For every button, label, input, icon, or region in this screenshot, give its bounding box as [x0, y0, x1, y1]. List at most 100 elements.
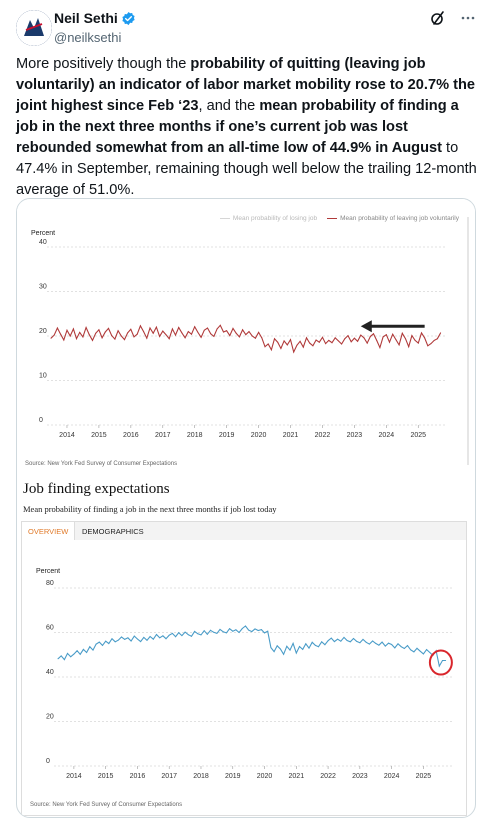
- data-point: [436, 338, 438, 340]
- chart-legend: Mean probability of losing job Mean prob…: [219, 215, 459, 222]
- data-point: [219, 628, 221, 630]
- data-point: [162, 635, 164, 637]
- data-point: [267, 343, 269, 345]
- annotation-circle: [428, 649, 453, 676]
- data-point: [162, 330, 164, 332]
- author-handle[interactable]: @neilksethi: [54, 30, 122, 45]
- data-point: [353, 337, 355, 339]
- data-point: [136, 638, 138, 640]
- legend-item-leaving[interactable]: Mean probability of leaving job voluntar…: [327, 215, 459, 222]
- tab-demographics[interactable]: DEMOGRAPHICS: [82, 527, 144, 536]
- data-point: [89, 646, 91, 648]
- data-point: [277, 341, 279, 343]
- data-point: [368, 643, 370, 645]
- scrollbar[interactable]: [467, 217, 469, 465]
- data-point: [430, 343, 432, 345]
- data-point: [159, 335, 161, 337]
- chart-subtitle: Mean probability of finding a job in the…: [23, 504, 277, 514]
- y-tick-label: 20: [39, 328, 47, 335]
- grok-icon[interactable]: [430, 10, 446, 26]
- data-point: [314, 644, 316, 646]
- data-point: [159, 637, 161, 639]
- data-point: [440, 332, 442, 334]
- tweet-text-segment: More positively though the: [16, 56, 191, 72]
- data-point: [363, 337, 365, 339]
- data-point: [379, 347, 381, 349]
- data-point: [197, 633, 199, 635]
- data-point: [372, 640, 374, 642]
- data-point: [340, 640, 342, 642]
- data-point: [171, 328, 173, 330]
- data-point: [405, 338, 406, 340]
- tweet-text-bold: mean probability of finding a job in the…: [16, 98, 459, 156]
- data-point: [264, 346, 266, 348]
- data-point: [127, 332, 129, 334]
- data-point: [117, 639, 119, 641]
- data-point: [413, 651, 415, 653]
- x-tick-label: 2019: [225, 773, 241, 780]
- data-point: [330, 637, 332, 639]
- data-point: [191, 333, 192, 335]
- data-point: [124, 638, 126, 640]
- data-point: [207, 327, 208, 329]
- data-point: [426, 649, 428, 651]
- data-point: [50, 337, 52, 339]
- x-tick-label: 2014: [66, 773, 82, 780]
- data-point: [427, 345, 429, 347]
- data-point: [181, 635, 183, 637]
- author-name[interactable]: Neil Sethi: [54, 10, 118, 26]
- tweet-media[interactable]: Mean probability of losing job Mean prob…: [16, 198, 476, 818]
- data-point: [312, 345, 314, 347]
- data-point: [79, 331, 81, 333]
- data-point: [216, 328, 218, 330]
- chart-source: Source: New York Fed Survey of Consumer …: [25, 461, 178, 467]
- data-point: [223, 331, 224, 333]
- legend-item-losing[interactable]: Mean probability of losing job: [219, 215, 318, 222]
- x-tick-label: 2020: [251, 432, 267, 439]
- more-options-icon[interactable]: [460, 10, 476, 26]
- tab-overview[interactable]: OVERVIEW: [22, 522, 76, 541]
- data-point: [391, 644, 393, 645]
- data-point: [98, 329, 100, 331]
- data-point: [242, 329, 244, 331]
- y-tick-label: 0: [46, 758, 50, 765]
- data-point: [290, 339, 291, 341]
- data-point: [92, 339, 93, 341]
- data-point: [341, 343, 343, 345]
- data-point: [384, 645, 386, 647]
- data-point: [375, 642, 377, 644]
- legend-swatch: [219, 217, 230, 220]
- x-tick-label: 2021: [289, 773, 305, 780]
- quit-probability-chart: Mean probability of losing job Mean prob…: [17, 199, 475, 474]
- data-point: [324, 644, 326, 646]
- data-point: [286, 344, 288, 346]
- x-tick-label: 2021: [283, 432, 299, 439]
- data-point: [203, 329, 205, 331]
- y-tick-label: 0: [39, 417, 43, 424]
- data-point: [152, 638, 154, 640]
- data-point: [200, 336, 202, 338]
- data-point: [143, 636, 145, 638]
- data-point: [276, 645, 278, 647]
- data-point: [337, 638, 339, 640]
- data-point: [108, 327, 109, 329]
- data-point: [365, 641, 367, 643]
- x-tick-label: 2019: [219, 432, 235, 439]
- y-tick-label: 60: [46, 625, 54, 632]
- author-name-link[interactable]: Neil Sethi: [54, 10, 136, 26]
- data-point: [165, 638, 167, 640]
- data-point: [225, 632, 227, 634]
- data-point: [184, 337, 186, 339]
- data-point: [178, 327, 180, 328]
- legend-label: Mean probability of losing job: [232, 215, 318, 222]
- data-point: [267, 630, 269, 632]
- data-point: [102, 644, 103, 646]
- data-point: [302, 346, 304, 348]
- data-point: [389, 341, 390, 343]
- x-tick-label: 2023: [347, 432, 363, 439]
- data-point: [400, 646, 402, 648]
- avatar[interactable]: [16, 10, 52, 46]
- tweet-text-segment: , and the: [198, 98, 260, 114]
- data-point: [114, 641, 116, 643]
- data-point: [245, 625, 246, 627]
